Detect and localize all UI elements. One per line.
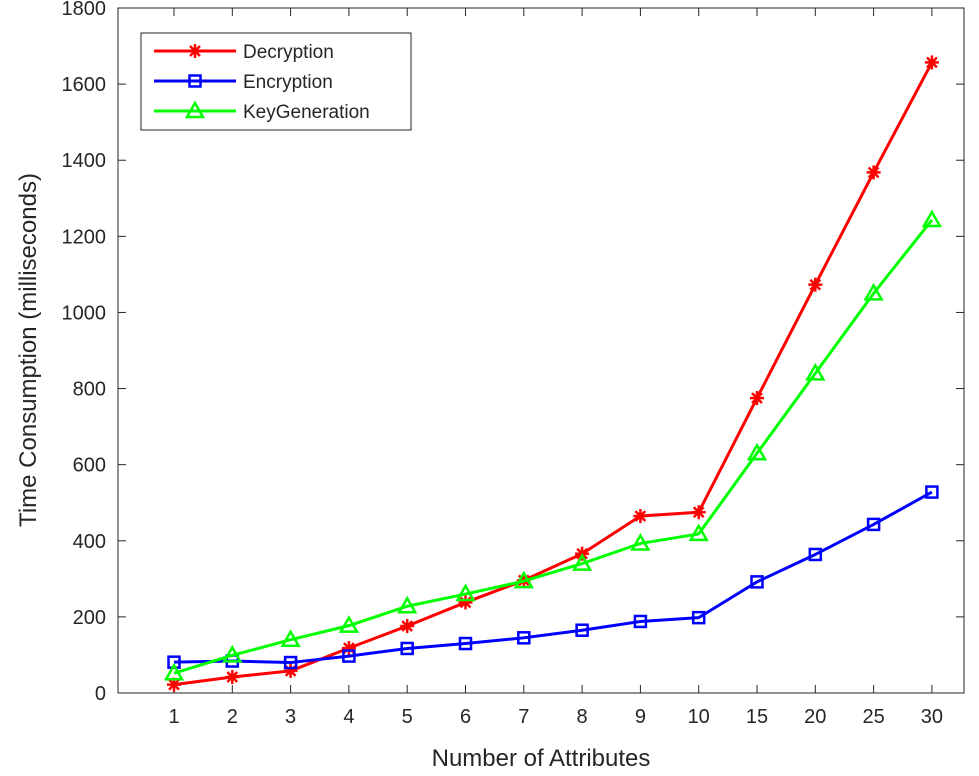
y-tick-label: 1200 (62, 226, 107, 248)
y-tick-label: 400 (73, 531, 106, 553)
data-point-decryption (866, 165, 881, 180)
data-point-keygeneration (338, 615, 360, 633)
x-tick-label: 7 (518, 706, 529, 728)
legend-marks (154, 44, 236, 119)
x-tick-label: 3 (285, 706, 296, 728)
x-axis: 1 2 3 4 5 6 7 8 9 10 15 20 25 30 (168, 8, 943, 728)
x-tick-label: 6 (460, 706, 471, 728)
legend-label-keygeneration: KeyGeneration (243, 102, 370, 123)
x-tick-label: 15 (746, 706, 768, 728)
data-point-keygeneration (571, 553, 593, 571)
series-layer (163, 55, 943, 692)
x-tick-label: 8 (577, 706, 588, 728)
data-point-decryption (633, 509, 648, 524)
y-axis-label: Time Consumption (milliseconds) (15, 173, 42, 527)
data-point-keygeneration (513, 570, 534, 589)
y-tick-label: 1400 (62, 150, 107, 172)
data-point-keygeneration (455, 583, 476, 602)
y-tick-label: 1000 (62, 302, 107, 324)
data-point-keygeneration (630, 532, 651, 551)
x-tick-label: 1 (168, 706, 179, 728)
data-point-keygeneration (805, 362, 826, 381)
data-point-keygeneration (863, 282, 884, 301)
data-point-decryption (924, 55, 939, 70)
legend-marker-decryption (188, 44, 202, 58)
data-point-encryption (458, 636, 473, 651)
y-tick-label: 1800 (62, 0, 107, 20)
data-point-keygeneration (280, 629, 301, 647)
y-tick-label: 1600 (62, 74, 107, 96)
x-tick-label: 25 (862, 706, 884, 728)
data-point-decryption (691, 505, 706, 520)
x-tick-label: 9 (635, 706, 646, 728)
series-keygeneration (163, 209, 943, 681)
data-point-decryption (750, 391, 764, 406)
data-point-encryption (342, 649, 356, 663)
y-axis: 0 200 400 600 800 1000 1200 1400 1600 1800 (62, 0, 964, 705)
data-point-decryption (458, 595, 473, 610)
data-point-keygeneration (746, 442, 768, 461)
legend-label-encryption: Encryption (243, 72, 333, 93)
y-tick-label: 200 (73, 607, 106, 629)
series-line-encryption (173, 490, 933, 665)
data-point-encryption (283, 655, 298, 670)
data-point-keygeneration (222, 644, 243, 663)
data-point-encryption (808, 547, 823, 562)
data-point-keygeneration (163, 662, 185, 681)
legend: Decryption Encryption KeyGeneration (140, 32, 412, 131)
data-point-encryption (866, 517, 881, 532)
y-tick-label: 600 (73, 455, 106, 477)
x-tick-label: 20 (804, 706, 826, 728)
x-tick-label: 4 (343, 706, 354, 728)
data-point-encryption (925, 485, 939, 499)
data-point-decryption (225, 670, 240, 685)
x-axis-label: Number of Attributes (432, 745, 651, 772)
data-point-encryption (400, 641, 414, 656)
x-tick-label: 2 (227, 706, 238, 728)
x-tick-label: 10 (688, 706, 710, 728)
data-point-encryption (750, 575, 764, 589)
data-point-keygeneration (921, 209, 943, 228)
y-tick-label: 800 (73, 379, 106, 401)
legend-marker-encryption (188, 74, 202, 88)
data-point-encryption (517, 631, 531, 645)
y-tick-label: 0 (95, 683, 106, 705)
data-point-encryption (575, 623, 589, 637)
data-point-decryption (808, 277, 823, 292)
data-point-encryption (691, 610, 706, 625)
series-line-decryption (173, 61, 934, 687)
data-point-decryption (400, 619, 415, 634)
data-point-encryption (633, 614, 648, 629)
series-line-keygeneration (173, 219, 934, 675)
x-tick-label: 30 (921, 706, 943, 728)
data-point-keygeneration (397, 595, 418, 614)
x-tick-label: 5 (402, 706, 413, 728)
data-point-keygeneration (688, 523, 709, 542)
legend-marker-keygeneration (184, 100, 206, 119)
legend-label-decryption: Decryption (243, 42, 334, 63)
